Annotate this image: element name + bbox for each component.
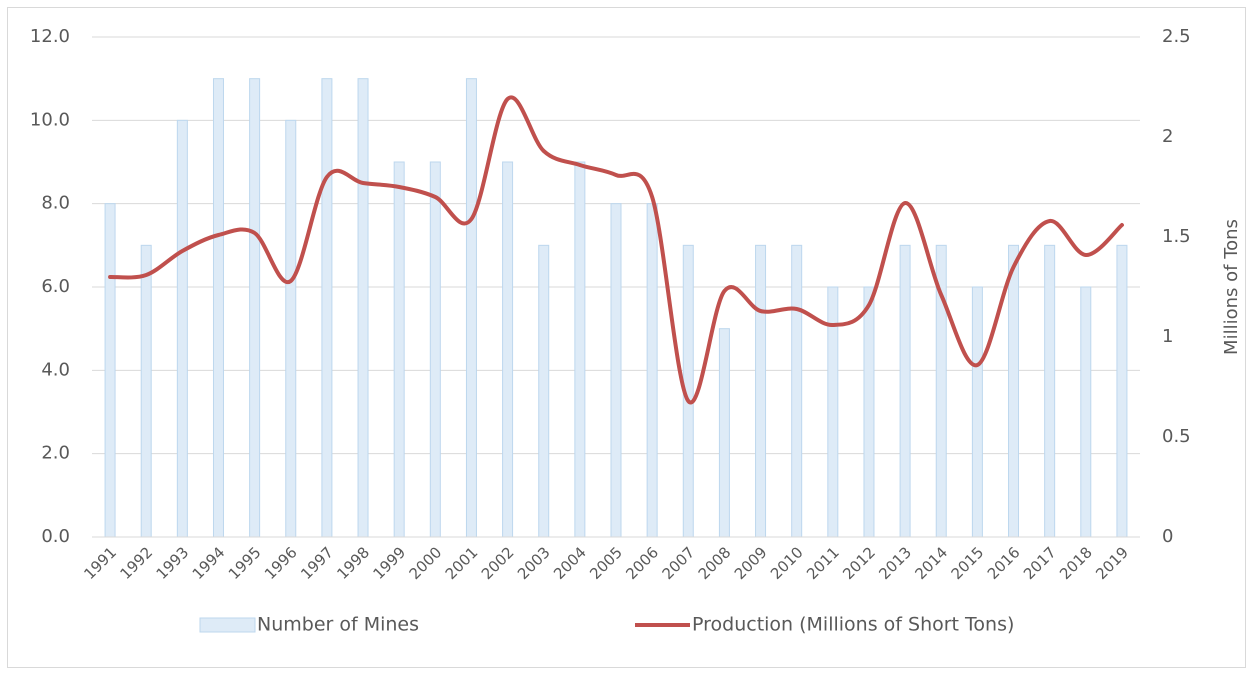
bar [212,78,224,538]
legend-swatch [199,617,256,633]
bar [718,328,730,538]
bar [899,244,911,538]
bar [755,244,767,538]
y2-axis-label: Millions of Tons [1221,219,1242,355]
bar [357,78,369,538]
bar [538,244,550,538]
bar [971,286,983,538]
y-tick-label: 12.0 [30,26,70,47]
y2-tick-label: 0.5 [1162,426,1191,447]
bar [502,161,514,538]
y-tick-label: 6.0 [41,276,70,297]
bar [646,203,658,538]
y2-tick-label: 2 [1162,126,1173,147]
y-tick-label: 2.0 [41,443,70,464]
bar [176,119,188,538]
bar [1008,244,1020,538]
bar [574,161,586,538]
bar [140,244,152,538]
bar [1044,244,1056,538]
bar [393,161,405,538]
bar [1116,244,1128,538]
bar [285,119,297,538]
y2-tick-label: 1.5 [1162,226,1191,247]
y2-tick-label: 2.5 [1162,26,1191,47]
bar [863,286,875,538]
bar [791,244,803,538]
bar [429,161,441,538]
y2-tick-label: 0 [1162,526,1173,547]
bar [321,78,333,538]
bar [465,78,477,538]
bar [249,78,261,538]
legend-label: Production (Millions of Short Tons) [692,614,1014,636]
bar [610,203,622,538]
legend-label: Number of Mines [257,614,419,636]
bar [104,203,116,538]
y-tick-label: 0.0 [41,526,70,547]
bar [1080,286,1092,538]
y-tick-label: 8.0 [41,193,70,214]
line [108,95,1124,405]
y2-tick-label: 1 [1162,326,1173,347]
y-tick-label: 4.0 [41,359,70,380]
y-tick-label: 10.0 [30,109,70,130]
